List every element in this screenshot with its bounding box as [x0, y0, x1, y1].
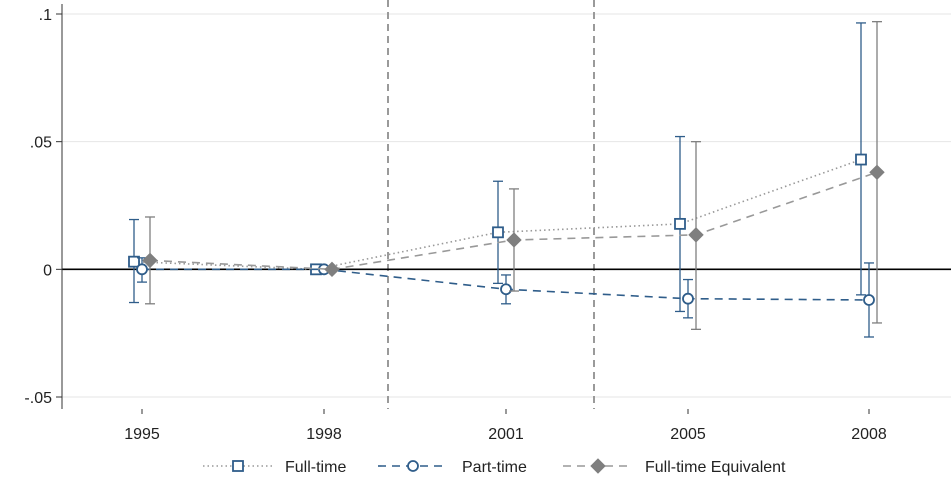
data-point-marker — [674, 217, 686, 230]
data-point-marker — [500, 283, 512, 296]
data-point-marker — [855, 153, 867, 166]
data-point-marker — [136, 263, 148, 276]
grid-layer — [62, 13, 951, 398]
data-point-marker — [863, 294, 875, 306]
legend-label: Full-time — [285, 459, 346, 476]
legend: Full-time Part-time Full-time Equivalent — [203, 458, 786, 476]
legend-item: Full-time Equivalent — [563, 458, 786, 476]
data-point-marker — [324, 261, 340, 278]
x-tick-label: 2005 — [670, 426, 706, 443]
x-tick-label: 1995 — [124, 426, 160, 443]
y-tick-label: -.05 — [24, 390, 52, 407]
data-point-marker — [128, 255, 140, 268]
legend-marker — [590, 458, 606, 474]
y-tick-label: 0 — [43, 262, 52, 279]
axis-layer: .1 .05 0 -.05 1995 1998 2001 2005 2008 — [24, 4, 887, 443]
x-tick-label: 2001 — [488, 426, 524, 443]
y-tick-label: .1 — [39, 7, 52, 24]
data-point-marker — [869, 164, 885, 181]
legend-label: Full-time Equivalent — [645, 459, 786, 476]
x-tick-label: 2008 — [851, 426, 887, 443]
data-point-marker — [492, 226, 504, 239]
legend-label: Part-time — [462, 459, 527, 476]
vertical-reference-lines — [387, 0, 595, 409]
y-tick-label: .05 — [30, 135, 52, 152]
legend-marker — [232, 460, 244, 472]
series-full-time — [128, 22, 867, 313]
data-point-marker — [688, 227, 704, 243]
data-point-marker — [682, 292, 694, 305]
data-point-marker — [142, 252, 158, 269]
legend-marker — [407, 460, 419, 472]
legend-item: Full-time — [203, 459, 346, 476]
x-tick-label: 1998 — [306, 426, 342, 443]
series-full-time-equivalent — [142, 21, 885, 330]
series-layer — [128, 21, 885, 338]
legend-item: Part-time — [378, 459, 527, 476]
data-point-marker — [506, 232, 522, 248]
